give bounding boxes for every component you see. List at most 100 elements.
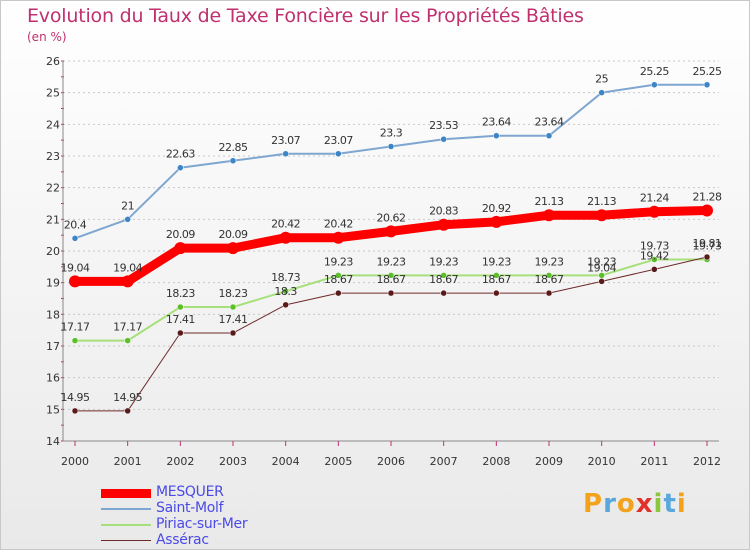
data-point-mesquer xyxy=(595,209,608,222)
legend-label-asserac: Assérac xyxy=(156,532,209,548)
data-label-ass-rac: 18.67 xyxy=(429,273,458,286)
data-point-piriac-sur-mer xyxy=(282,287,289,295)
x-tick-label: 2006 xyxy=(377,455,405,468)
data-label-ass-rac: 17.41 xyxy=(166,313,195,326)
plot-area xyxy=(63,61,719,441)
data-label-piriac-sur-mer: 19.23 xyxy=(535,255,564,268)
data-point-saint-molf xyxy=(335,150,342,158)
data-label-ass-rac: 19.04 xyxy=(587,261,616,274)
legend-swatch-saint-molf xyxy=(101,508,151,510)
data-point-ass-rac xyxy=(124,407,131,415)
y-tick-label: 20 xyxy=(46,245,60,258)
data-point-piriac-sur-mer xyxy=(493,272,500,279)
data-label-mesquer: 20.42 xyxy=(271,218,300,231)
legend-label-mesquer: MESQUER xyxy=(156,484,224,500)
y-tick-label: 23 xyxy=(46,150,60,163)
data-label-piriac-sur-mer: 18.23 xyxy=(166,287,195,300)
data-point-ass-rac xyxy=(493,289,500,297)
data-label-mesquer: 20.09 xyxy=(166,228,195,241)
data-label-mesquer: 20.83 xyxy=(429,205,458,218)
data-point-saint-molf xyxy=(387,143,395,150)
data-label-ass-rac: 18.67 xyxy=(535,273,564,286)
data-label-mesquer: 21.24 xyxy=(640,192,669,205)
data-label-mesquer: 20.62 xyxy=(377,211,406,224)
data-label-piriac-sur-mer: 19.23 xyxy=(482,255,511,268)
y-tick-label: 18 xyxy=(46,308,60,321)
data-point-saint-molf xyxy=(177,164,184,171)
data-point-saint-molf xyxy=(598,89,605,96)
data-point-saint-molf xyxy=(651,81,658,88)
data-point-saint-molf xyxy=(124,216,131,223)
data-label-saint-molf: 23.64 xyxy=(482,116,511,129)
data-label-saint-molf: 25 xyxy=(595,73,608,86)
data-point-mesquer xyxy=(69,275,81,288)
data-label-piriac-sur-mer: 17.17 xyxy=(61,321,90,334)
data-label-saint-molf: 22.85 xyxy=(219,141,248,154)
logo-letter: o xyxy=(616,489,636,519)
data-label-ass-rac: 18.3 xyxy=(274,285,297,298)
data-label-piriac-sur-mer: 19.23 xyxy=(429,255,458,268)
data-point-piriac-sur-mer xyxy=(335,272,342,279)
data-point-piriac-sur-mer xyxy=(387,272,395,279)
data-point-piriac-sur-mer xyxy=(71,337,79,344)
legend-swatch-mesquer xyxy=(101,489,151,498)
logo-letter: t xyxy=(663,489,677,519)
data-label-ass-rac: 19.42 xyxy=(640,249,669,262)
data-point-ass-rac xyxy=(651,266,658,273)
data-label-piriac-sur-mer: 19.23 xyxy=(377,255,406,268)
data-label-saint-molf: 22.63 xyxy=(166,148,195,161)
data-point-piriac-sur-mer xyxy=(440,272,447,279)
data-point-piriac-sur-mer xyxy=(124,337,131,344)
x-tick-label: 2008 xyxy=(482,455,510,468)
legend-label-saint-molf: Saint-Molf xyxy=(156,500,224,516)
data-point-piriac-sur-mer xyxy=(545,272,553,279)
data-point-mesquer xyxy=(385,225,397,238)
data-point-piriac-sur-mer xyxy=(177,303,184,311)
data-point-ass-rac xyxy=(282,301,289,309)
data-label-saint-molf: 21 xyxy=(121,199,134,212)
data-label-piriac-sur-mer: 19.23 xyxy=(324,255,353,268)
data-label-piriac-sur-mer: 18.73 xyxy=(271,271,300,284)
data-point-mesquer xyxy=(543,209,555,222)
legend-swatch-asserac xyxy=(101,540,151,541)
data-point-mesquer xyxy=(648,205,661,218)
data-point-mesquer xyxy=(332,231,345,244)
y-tick-label: 22 xyxy=(46,182,60,195)
proxiti-logo: Proxiti xyxy=(583,489,687,519)
logo-letter: r xyxy=(603,489,617,519)
logo-letter: i xyxy=(653,489,664,519)
data-label-mesquer: 21.13 xyxy=(535,195,564,208)
data-point-mesquer xyxy=(437,218,450,231)
data-label-ass-rac: 19.81 xyxy=(693,237,722,250)
data-point-mesquer xyxy=(279,231,292,244)
data-point-ass-rac xyxy=(177,329,184,337)
data-point-mesquer xyxy=(121,275,134,288)
data-point-saint-molf xyxy=(71,235,79,242)
data-point-ass-rac xyxy=(387,289,395,297)
data-point-piriac-sur-mer xyxy=(651,256,658,263)
data-point-mesquer xyxy=(701,204,713,217)
data-point-saint-molf xyxy=(229,157,237,164)
legend-label-piriac-sur-mer: Piriac-sur-Mer xyxy=(156,516,248,532)
data-label-piriac-sur-mer: 19.73 xyxy=(693,240,722,253)
data-point-ass-rac xyxy=(440,289,447,297)
y-tick-label: 26 xyxy=(46,55,60,68)
data-point-mesquer xyxy=(490,215,503,228)
data-label-piriac-sur-mer: 19.73 xyxy=(640,240,669,253)
data-label-piriac-sur-mer: 17.17 xyxy=(113,321,142,334)
data-label-ass-rac: 18.67 xyxy=(377,273,406,286)
x-tick-label: 2009 xyxy=(535,455,563,468)
data-point-saint-molf xyxy=(282,150,289,158)
data-point-saint-molf xyxy=(545,132,553,139)
legend-swatch-piriac-sur-mer xyxy=(101,524,151,526)
data-label-ass-rac: 18.67 xyxy=(482,273,511,286)
data-label-mesquer: 21.13 xyxy=(587,195,616,208)
y-tick-label: 21 xyxy=(46,213,60,226)
x-tick-label: 2011 xyxy=(640,455,668,468)
y-tick-label: 25 xyxy=(46,87,60,100)
data-point-piriac-sur-mer xyxy=(229,303,237,311)
x-tick-label: 2003 xyxy=(219,455,247,468)
y-tick-label: 15 xyxy=(46,403,60,416)
